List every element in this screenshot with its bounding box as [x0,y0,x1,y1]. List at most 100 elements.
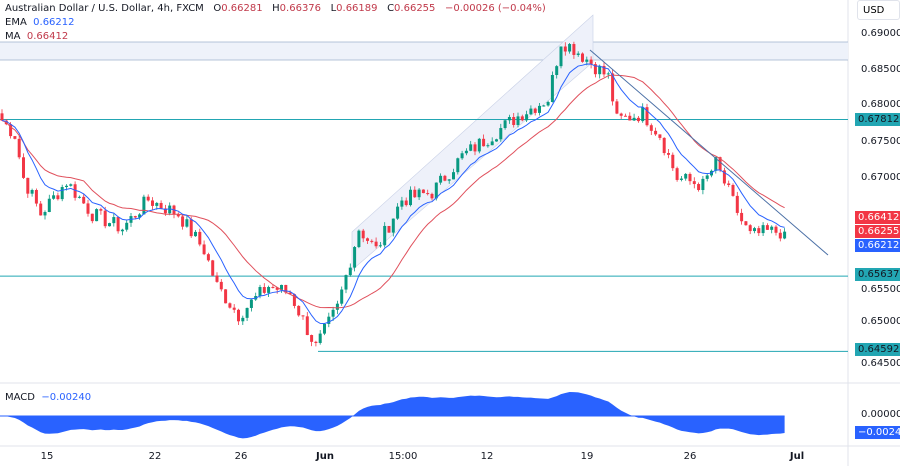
time-tick: 15:00 [388,451,418,462]
candle [658,134,662,138]
candle [176,214,180,217]
candle [443,175,447,181]
candle [770,226,774,230]
candle [581,53,584,62]
candle [90,213,94,222]
candle [65,185,68,188]
candle [520,116,524,121]
candle [310,335,314,342]
candle [606,73,610,75]
candle [387,225,391,233]
candle [39,203,43,216]
time-tick: 15 [40,451,54,462]
candle [434,182,438,199]
time-tick: 19 [580,451,594,462]
candle [546,102,550,106]
candle [568,44,572,52]
candle [13,136,17,139]
candle [783,231,787,239]
candle [60,187,64,200]
ema-price-tag: 0.66212 [855,239,900,252]
candle [757,228,761,234]
candle [555,66,559,75]
candle [701,178,705,191]
candle [731,185,735,196]
price-tick: 0.67000 [861,172,900,183]
candle [0,113,4,121]
candle [718,157,722,171]
candle [383,225,387,246]
level-tag-1: 0.67812 [855,113,900,126]
candle [331,309,335,317]
candle [163,208,167,214]
candle [572,44,576,55]
candle [684,173,688,179]
candle [43,212,47,216]
candle [477,138,481,152]
candle [77,196,81,198]
candle [744,221,748,226]
time-tick: 22 [148,451,162,462]
candle [714,157,718,171]
candle [86,203,90,214]
candle [267,286,271,293]
candle [142,196,146,215]
candle [275,287,279,290]
candle [452,172,455,180]
time-tick: Jun [316,451,334,462]
candle [692,181,696,185]
candle [456,158,460,173]
candle [292,294,296,306]
candle [258,287,262,297]
candle [301,315,305,317]
time-tick: 12 [480,451,494,462]
macd-tag: −0.00240 [855,426,900,439]
candle [146,196,150,201]
candle [228,303,232,308]
macd-legend[interactable]: MACD −0.00240 [5,392,91,404]
open-value: 0.66281 [221,3,263,14]
candle [473,144,477,152]
candle [761,225,765,234]
candle [305,316,309,336]
candle [108,223,111,227]
candle [353,247,357,268]
candle [159,202,163,209]
candle [34,189,38,204]
candle [697,184,701,191]
close-label: C [387,3,395,14]
ema-label: EMA [5,17,27,28]
candle [361,230,365,239]
candle [314,341,318,343]
candle [602,65,606,75]
ema-line [1,63,785,325]
candle [482,138,486,147]
candle [740,212,744,222]
candle [645,107,649,126]
ema-legend[interactable]: EMA 0.66212 [5,17,75,29]
candle [181,216,185,227]
candle [675,168,679,180]
candle [47,198,51,213]
price-tick: 0.68500 [861,64,900,75]
range-zone [0,42,848,60]
candle [202,244,206,255]
high-label: H [272,3,280,14]
macd-label: MACD [5,392,35,403]
ma-price-tag: 0.66412 [855,211,900,224]
level-tag-2: 0.65637 [855,268,900,281]
ma-legend[interactable]: MA 0.66412 [5,31,68,43]
candle [503,120,507,129]
candle [318,333,322,343]
ma-line [1,74,785,309]
candle [262,287,266,293]
candle [404,200,408,206]
ma-value: 0.66412 [26,31,69,42]
currency-button[interactable]: USD [857,0,900,20]
candle [636,117,640,122]
candle [533,108,537,113]
open-label: O [213,3,222,14]
candle [649,125,653,131]
